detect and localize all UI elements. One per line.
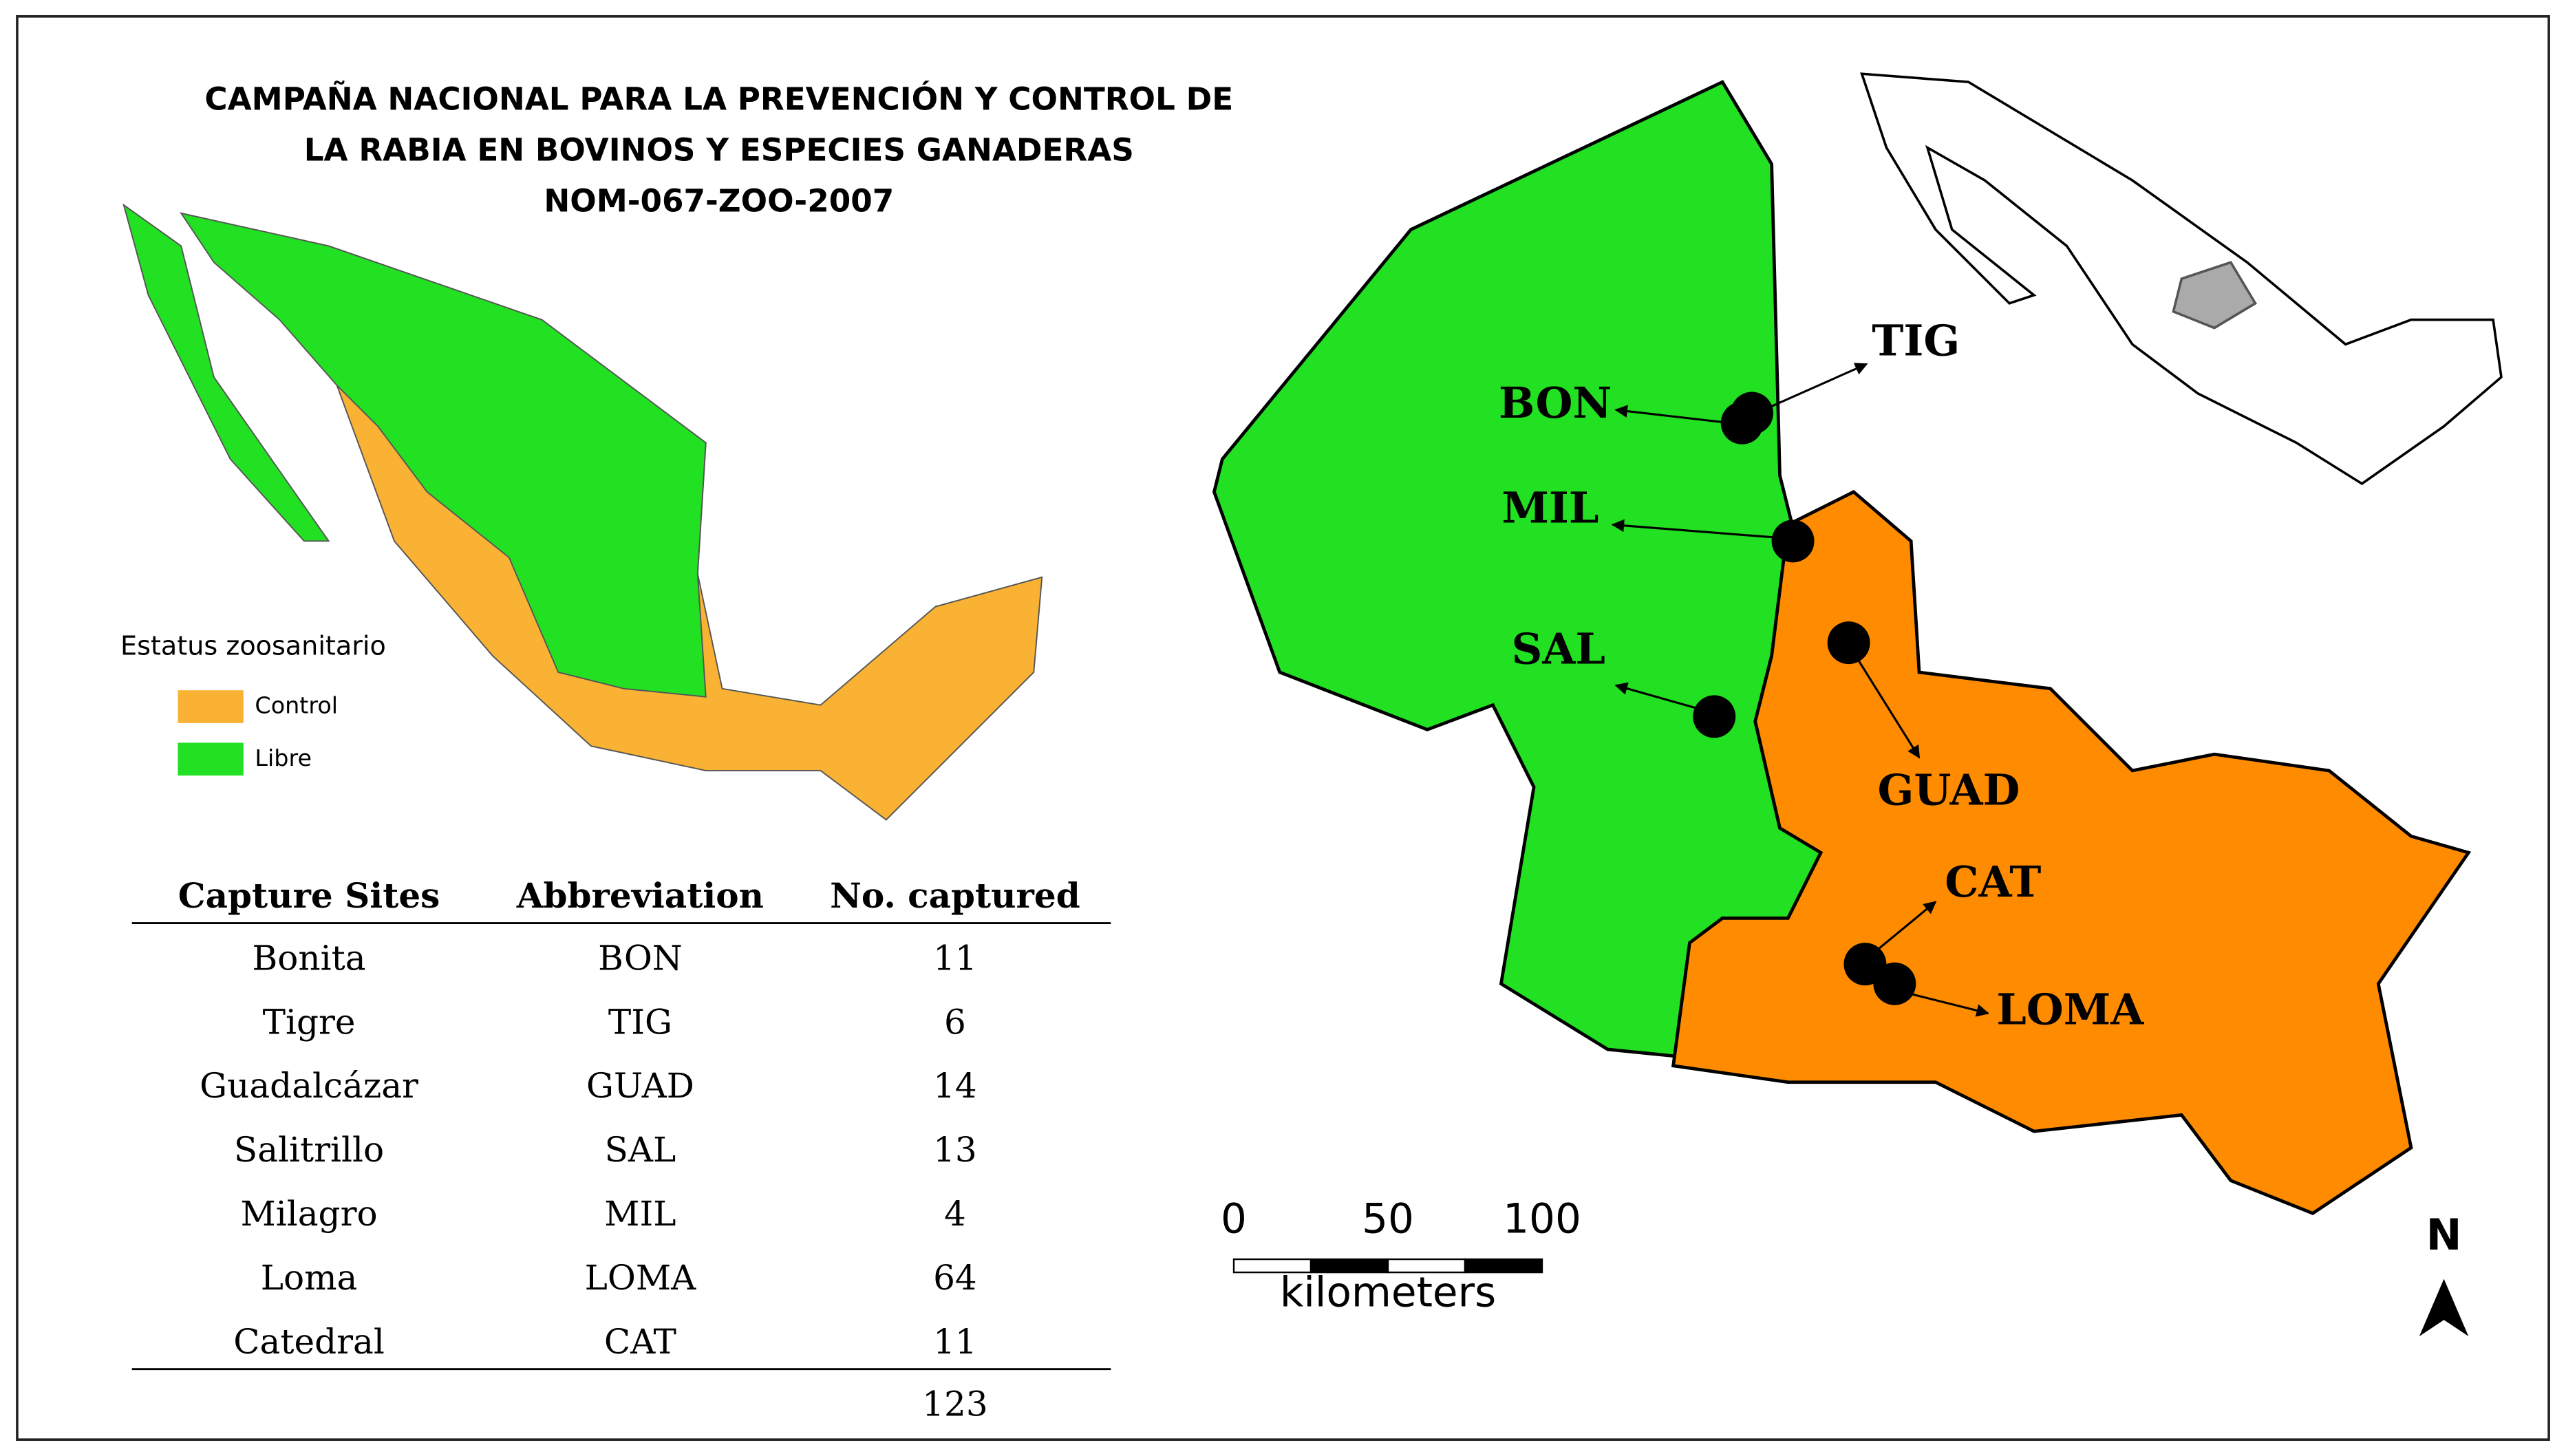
table-header: Capture Sites [178, 875, 440, 916]
north-arrow [2419, 1278, 2469, 1337]
table-cell: Milagro [241, 1194, 378, 1234]
table-cell: Loma [261, 1258, 358, 1298]
site-label: CAT [1945, 857, 2041, 907]
scale-label: 50 [1362, 1195, 1414, 1243]
site-label: LOMA [1996, 985, 2144, 1035]
table-cell: LOMA [585, 1258, 696, 1298]
inset-map [1860, 72, 2503, 486]
site-label: GUAD [1878, 764, 2020, 815]
site-arrow [1763, 363, 1868, 411]
site-arrow [1852, 652, 1921, 759]
title-line: NOM-067-ZOO-2007 [544, 182, 894, 219]
table-header: Abbreviation [516, 875, 764, 916]
legend-label: Libre [255, 745, 312, 771]
table-cell: 14 [933, 1066, 977, 1106]
table-cell: Bonita [253, 938, 366, 978]
title-line: LA RABIA EN BOVINOS Y ESPECIES GANADERAS [304, 132, 1134, 169]
site-label: TIG [1872, 315, 1960, 365]
site-arrow [1611, 519, 1780, 539]
table-cell: 11 [933, 1322, 977, 1362]
site-label: SAL [1512, 623, 1605, 674]
table-cell: CAT [604, 1322, 676, 1362]
scale-segment [1464, 1258, 1543, 1274]
legend-swatch [178, 742, 244, 776]
site-dot [1873, 962, 1916, 1005]
table-cell: BON [598, 938, 683, 978]
scale-label: 0 [1221, 1195, 1247, 1243]
site-dot [1771, 520, 1815, 563]
site-arrow [1614, 405, 1731, 425]
table-cell: GUAD [586, 1066, 694, 1106]
site-arrow [1614, 682, 1703, 711]
site-dot [1720, 401, 1764, 445]
scale-label: 100 [1503, 1195, 1581, 1243]
table-cell: 13 [933, 1130, 977, 1170]
site-label: MIL [1501, 482, 1599, 533]
table-cell: 6 [944, 1002, 966, 1042]
table-cell: TIG [608, 1002, 672, 1042]
site-dot [1693, 695, 1736, 738]
site-dot [1827, 621, 1870, 665]
table-cell: Guadalcázar [200, 1066, 418, 1106]
table-cell: 11 [933, 938, 977, 978]
legend-label: Control [255, 692, 338, 719]
north-label: N [2426, 1210, 2462, 1260]
table-header: No. captured [830, 875, 1080, 916]
title-line: CAMPAÑA NACIONAL PARA LA PREVENCIÓN Y CO… [204, 81, 1233, 118]
site-arrow [1902, 991, 1989, 1017]
mexico-status-map [122, 203, 1043, 821]
table-cell: MIL [604, 1194, 676, 1234]
site-arrow [1869, 901, 1937, 957]
table-cell: SAL [605, 1130, 676, 1170]
table-cell: Tigre [263, 1002, 356, 1042]
state-map [1212, 80, 2472, 1216]
scale-unit: kilometers [1280, 1270, 1496, 1317]
table-cell: 4 [944, 1194, 966, 1234]
legend-swatch [178, 690, 244, 723]
table-cell: Catedral [233, 1322, 385, 1362]
table-total: 123 [922, 1384, 988, 1424]
legend-title: Estatus zoosanitario [120, 631, 386, 661]
site-label: BON [1499, 378, 1612, 428]
table-cell: Salitrillo [234, 1130, 384, 1170]
table-cell: 64 [933, 1258, 977, 1298]
